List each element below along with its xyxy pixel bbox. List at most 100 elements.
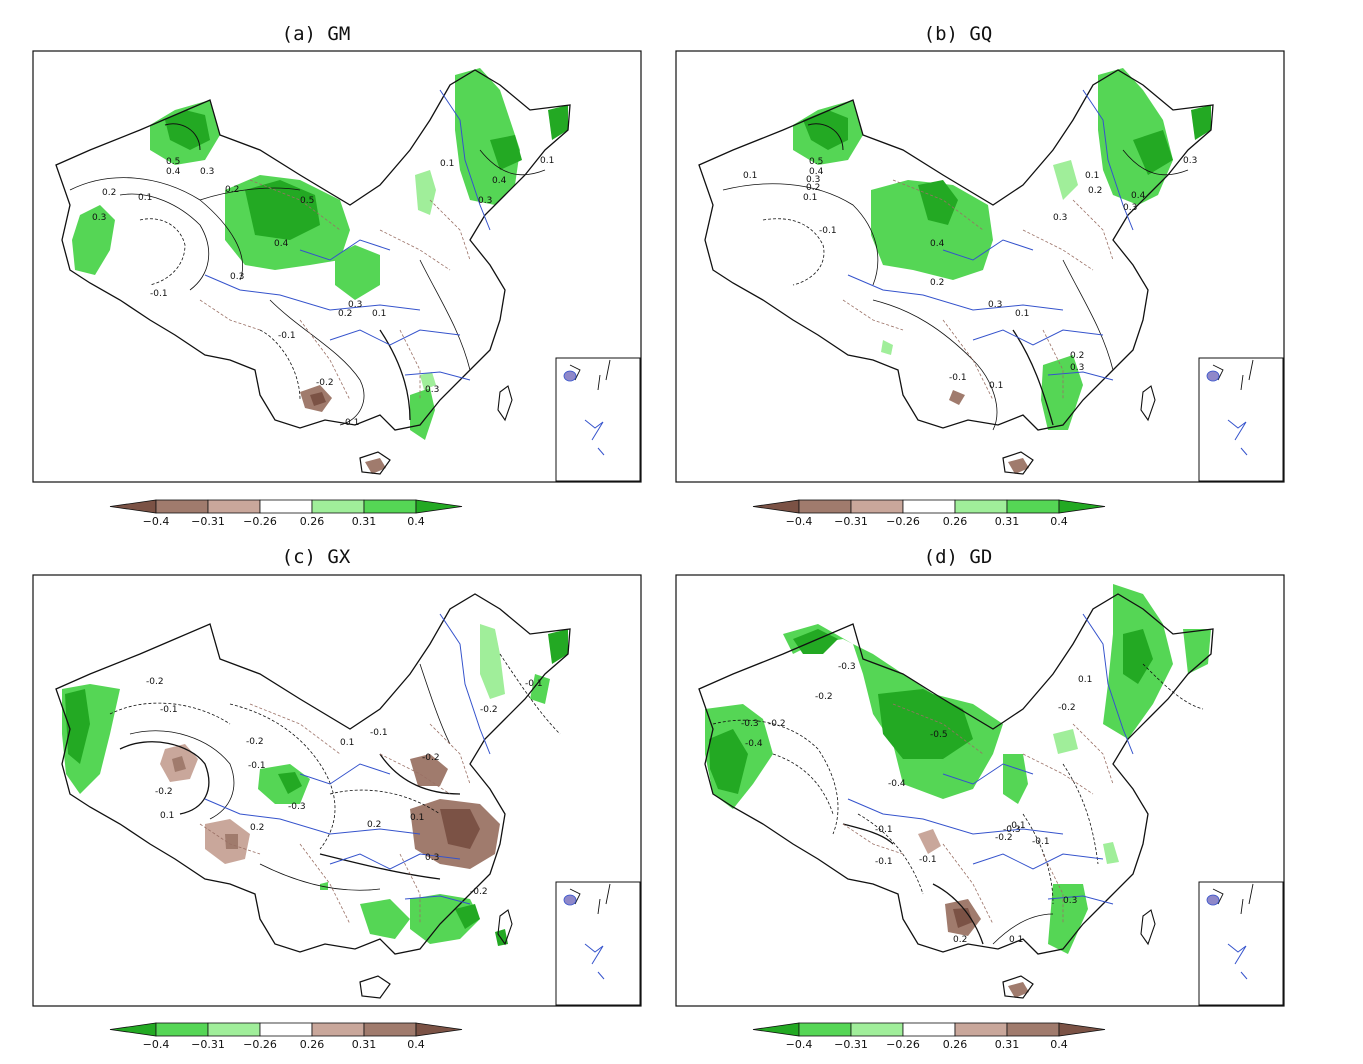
- contour-label: 0.2: [953, 935, 967, 945]
- contour-label: -0.1: [819, 226, 837, 236]
- contour-label: 0.3: [1183, 156, 1197, 166]
- contour-label: -0.1: [919, 855, 937, 865]
- colorbar: −0.4 −0.31 −0.26 0.26 0.31 0.4: [752, 499, 1106, 528]
- contour-label: 0.1: [1015, 309, 1029, 319]
- colorbar-tick-label: 0.26: [300, 515, 325, 528]
- colorbar-segment: [850, 499, 904, 514]
- contour-label: 0.1: [803, 193, 817, 203]
- contour-label: 0.2: [367, 820, 381, 830]
- shaded-regions: [72, 68, 568, 474]
- colorbar-arrow-left: [752, 499, 800, 514]
- contour-label: 0.1: [743, 171, 757, 181]
- contour-label: 0.4: [1131, 191, 1146, 201]
- contour-label: -0.2: [316, 378, 334, 388]
- contour-label: -0.1: [278, 331, 296, 341]
- contour-label: 0.2: [250, 823, 264, 833]
- contour-label: -0.3: [288, 802, 306, 812]
- contour-lines: [69, 123, 546, 426]
- contour-label: -0.1: [875, 857, 893, 867]
- contour-label: -0.1: [1008, 821, 1026, 831]
- contour-label: -0.1: [160, 705, 178, 715]
- colorbar-tick-label: −0.26: [243, 1038, 277, 1051]
- shaded-regions: [705, 584, 1211, 998]
- contour-label: -0.3: [1003, 825, 1021, 835]
- contour-label: 0.3: [988, 300, 1002, 310]
- contour-label: -0.1: [525, 679, 543, 689]
- colorbar: −0.4 −0.31 −0.26 0.26 0.31 0.4: [109, 499, 463, 528]
- contour-label: 0.5: [809, 157, 823, 167]
- contour-label: -0.1: [875, 825, 893, 835]
- panel-c: (c) GX: [32, 546, 642, 1051]
- contour-label: -0.1: [248, 761, 266, 771]
- colorbar-segment: [1006, 1022, 1060, 1037]
- colorbar: −0.4 −0.31 −0.26 0.26 0.31 0.4: [109, 1022, 463, 1051]
- contour-label: 0.3: [806, 175, 820, 185]
- panel-title: (b) GQ: [924, 23, 993, 45]
- contour-label: 0.5: [166, 157, 180, 167]
- colorbar-arrow-left: [109, 499, 157, 514]
- contour-label: -0.4: [888, 779, 906, 789]
- contour-label: 0.1: [160, 811, 174, 821]
- colorbar-tick-label: 0.31: [352, 515, 377, 528]
- panel-title: (d) GD: [924, 546, 993, 568]
- panel-title: (a) GM: [282, 23, 351, 45]
- panel-a: (a) GM: [32, 23, 642, 528]
- contour-label: -0.2: [146, 677, 164, 687]
- colorbar-tick-label: −0.31: [834, 1038, 868, 1051]
- colorbar-segment: [954, 499, 1008, 514]
- panel-d: (d) GD: [675, 546, 1285, 1051]
- contour-label: 0.3: [1070, 363, 1084, 373]
- contour-label: -0.2: [995, 833, 1013, 843]
- map-frame: [32, 574, 642, 1007]
- contour-label: 0.4: [492, 176, 507, 186]
- contour-label: 0.1: [410, 813, 424, 823]
- contour-label: 0.3: [92, 213, 106, 223]
- contour-label: 0.4: [930, 239, 945, 249]
- contour-label: 0.1: [138, 193, 152, 203]
- contour-label: 0.2: [225, 185, 239, 195]
- contour-label: 0.4: [809, 167, 824, 177]
- contour-label: -0.1: [949, 373, 967, 383]
- colorbar-segment: [850, 1022, 904, 1037]
- contour-label: -0.3: [838, 662, 856, 672]
- contour-label-group: 0.5 0.4 0.3 0.2 0.1 0.1 -0.1 0.4 0.3 0.1…: [743, 156, 1197, 391]
- colorbar-tick-label: −0.31: [191, 1038, 225, 1051]
- colorbar-tick-label: −0.26: [243, 515, 277, 528]
- contour-label: -0.2: [155, 787, 173, 797]
- contour-label: 0.3: [1063, 896, 1077, 906]
- colorbar-tick-label: 0.26: [943, 1038, 968, 1051]
- colorbar-arrow-left: [109, 1022, 157, 1037]
- contour-label: 0.3: [230, 272, 244, 282]
- contour-label: 0.2: [806, 183, 820, 193]
- contour-label: -0.2: [422, 753, 440, 763]
- contour-label: -0.5: [930, 730, 948, 740]
- contour-label: -0.2: [1058, 703, 1076, 713]
- colorbar-segment: [363, 499, 417, 514]
- colorbar-segment: [155, 499, 209, 514]
- contour-label: -0.2: [815, 692, 833, 702]
- colorbar-tick-label: −0.4: [143, 515, 170, 528]
- contour-label: 0.1: [1009, 935, 1023, 945]
- colorbar-segment: [363, 1022, 417, 1037]
- contour-label: -0.2: [480, 705, 498, 715]
- colorbar-tick-label: 0.26: [300, 1038, 325, 1051]
- contour-label: 0.2: [930, 278, 944, 288]
- shaded-regions: [62, 624, 568, 946]
- contour-label: -0.2: [246, 737, 264, 747]
- contour-lines: [722, 123, 1189, 431]
- colorbar-arrow-right: [1058, 499, 1106, 514]
- contour-label-group: -0.3 -0.3 -0.2 -0.4 -0.2 -0.5 -0.4 -0.1 …: [741, 662, 1092, 945]
- contour-label: 0.2: [1070, 351, 1084, 361]
- contour-label: 0.4: [274, 239, 289, 249]
- contour-label: -0.1: [150, 289, 168, 299]
- contour-label: 0.2: [1088, 186, 1102, 196]
- contour-label: -0.4: [745, 739, 763, 749]
- contour-label-group: 0.5 0.4 0.3 0.2 0.1 0.3 0.2 -0.1 0.5 0.4…: [92, 156, 554, 428]
- panel-b: (b) GQ: [675, 23, 1285, 528]
- colorbar-segment: [207, 499, 261, 514]
- colorbar-tick-label: −0.4: [143, 1038, 170, 1051]
- colorbar-tick-label: −0.31: [834, 515, 868, 528]
- colorbar-segment: [207, 1022, 261, 1037]
- colorbar-segment: [954, 1022, 1008, 1037]
